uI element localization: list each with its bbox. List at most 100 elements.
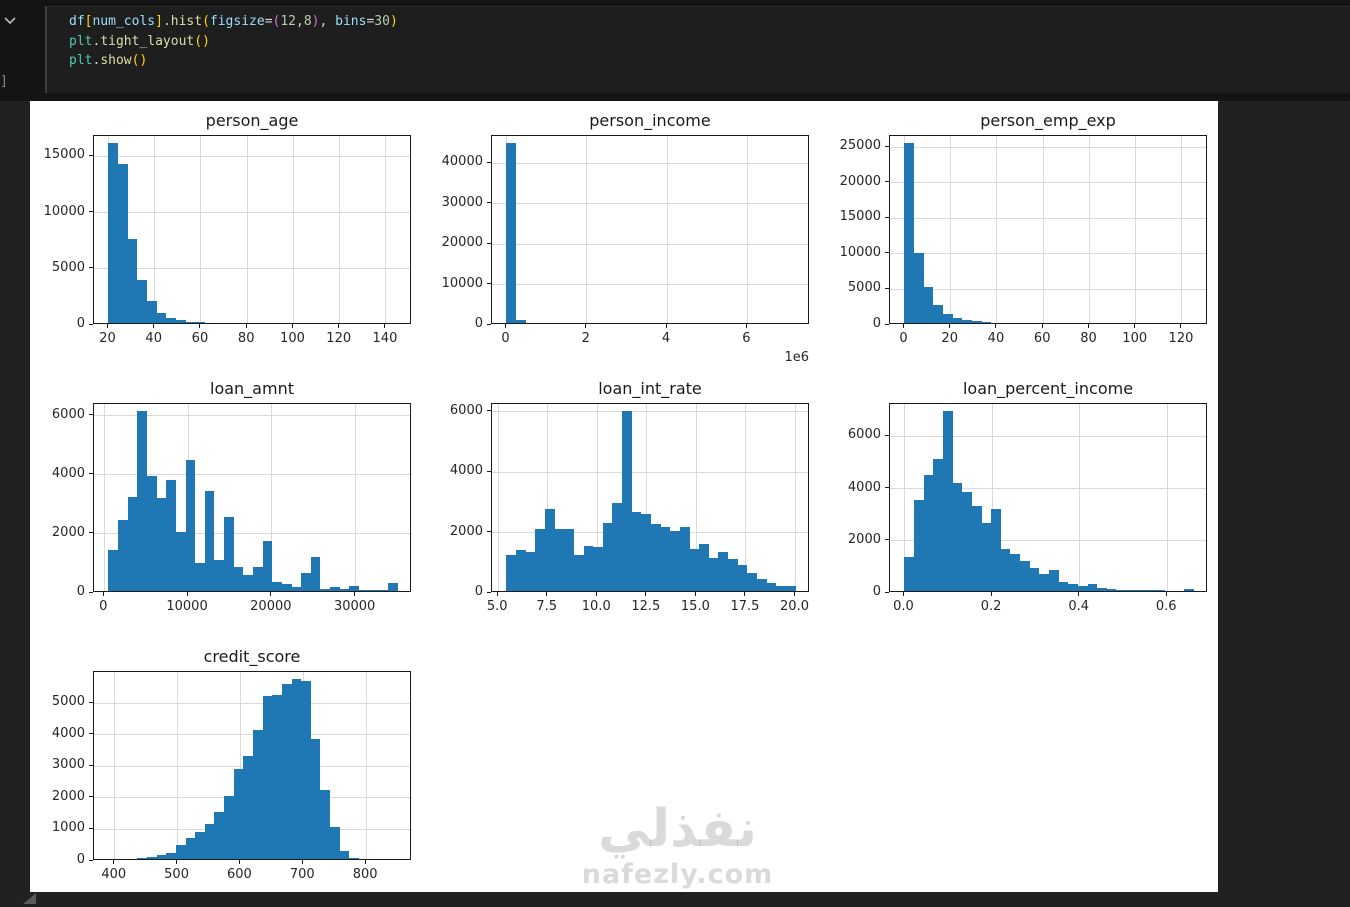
x-tick-label: 40: [987, 331, 1005, 346]
y-tick-label: 4000: [51, 725, 85, 741]
histogram-bar: [339, 589, 350, 591]
y-tick-label: 5000: [51, 259, 85, 275]
x-tick-label: 0.0: [893, 599, 914, 614]
gridline: [890, 435, 1206, 437]
histogram-bar: [253, 729, 263, 859]
histogram-bar: [991, 508, 1001, 591]
y-tick-mark: [89, 733, 93, 735]
output-resize-handle-icon[interactable]: [23, 893, 36, 904]
y-tick-label: 6000: [847, 427, 881, 443]
gridline: [1042, 136, 1044, 323]
histogram-bar: [387, 583, 398, 591]
histogram-bar: [506, 143, 517, 323]
histogram-bar: [156, 855, 167, 859]
plot-area: [889, 135, 1207, 324]
gridline: [890, 540, 1206, 542]
x-tick-mark: [1165, 592, 1167, 596]
y-tick-mark: [89, 591, 93, 593]
plot-title: credit_score: [203, 647, 301, 666]
x-tick-mark: [595, 592, 597, 596]
histogram-bar: [108, 143, 119, 323]
x-tick-label: 10000: [166, 599, 208, 614]
histogram-bar: [670, 530, 680, 591]
histogram-bar: [904, 143, 915, 323]
histogram-bar: [233, 769, 244, 859]
histogram-bar: [291, 586, 302, 591]
x-tick-label: 2: [581, 331, 590, 346]
plot-area: [491, 135, 809, 324]
histogram-bar: [1155, 589, 1165, 591]
histogram-bar: [776, 585, 786, 591]
gridline: [903, 404, 905, 591]
histogram-bar: [622, 411, 632, 591]
x-tick-mark: [1041, 324, 1043, 328]
gridline: [94, 474, 410, 476]
y-tick-label: 2000: [51, 788, 85, 804]
x-tick-mark: [106, 324, 108, 328]
histogram-bar: [535, 529, 545, 591]
gridline: [1166, 404, 1168, 591]
y-tick-label: 0: [76, 316, 85, 331]
histogram-bar: [156, 312, 167, 323]
histogram-bar: [962, 491, 972, 591]
y-tick-label: 20000: [441, 235, 483, 251]
histogram-bar: [262, 696, 273, 859]
y-tick-label: 0: [474, 584, 483, 599]
histogram-bar: [349, 585, 359, 591]
histogram-bar: [1087, 584, 1098, 591]
histogram-bar: [195, 322, 205, 323]
gridline: [339, 136, 341, 323]
x-tick-mark: [102, 592, 104, 596]
histogram-bar: [516, 550, 526, 591]
histogram-bar: [737, 565, 748, 591]
y-tick-mark: [487, 470, 491, 472]
histogram-bar: [593, 547, 603, 591]
gridline: [666, 136, 668, 323]
histogram-bar: [564, 529, 574, 591]
y-tick-label: 40000: [441, 154, 483, 170]
histogram-bar: [233, 567, 244, 591]
x-tick-label: 120: [326, 331, 352, 346]
code-cell-editor[interactable]: df[num_cols].hist(figsize=(12,8), bins=3…: [45, 6, 1350, 93]
cell-collapse-chevron-icon[interactable]: [3, 12, 17, 26]
histogram-bar: [1145, 590, 1155, 591]
histogram-bar: [272, 694, 282, 859]
y-tick-mark: [487, 323, 491, 325]
gridline: [385, 136, 387, 323]
histogram-bar: [1029, 567, 1040, 591]
histogram-bar: [631, 512, 642, 591]
gridline: [890, 288, 1206, 290]
histogram-bar: [301, 680, 311, 859]
x-tick-mark: [113, 860, 115, 864]
code-line: df[num_cols].hist(figsize=(12,8), bins=3…: [69, 14, 398, 29]
histogram-bar: [243, 756, 253, 859]
y-tick-mark: [89, 323, 93, 325]
y-tick-label: 4000: [51, 465, 85, 481]
histogram-bar: [291, 679, 302, 859]
execution-count-bracket: ]: [0, 74, 8, 89]
x-tick-mark: [291, 324, 293, 328]
x-tick-mark: [1134, 324, 1136, 328]
histogram-bar: [756, 578, 767, 591]
plot-area: [93, 671, 411, 860]
histogram-bar: [368, 589, 379, 591]
x-tick-mark: [744, 592, 746, 596]
gridline: [1135, 136, 1137, 323]
histogram-bar: [612, 503, 623, 591]
x-tick-label: 400: [101, 867, 127, 882]
y-tick-mark: [89, 154, 93, 156]
plot-title: loan_int_rate: [598, 379, 702, 398]
histogram-bar: [660, 527, 671, 591]
subplot-credit_score: credit_score 0 1000 2000 3000 4000 5000 400 500 6…: [52, 647, 411, 882]
gridline: [94, 734, 410, 736]
histogram-bar: [175, 845, 186, 859]
x-tick-mark: [270, 592, 272, 596]
histogram-bar: [1010, 554, 1021, 591]
y-tick-label: 15000: [839, 209, 881, 225]
y-tick-mark: [89, 473, 93, 475]
x-tick-mark: [902, 592, 904, 596]
histogram-bar: [933, 304, 943, 323]
y-tick-mark: [89, 764, 93, 766]
histogram-bar: [1000, 549, 1011, 591]
gridline: [695, 404, 697, 591]
